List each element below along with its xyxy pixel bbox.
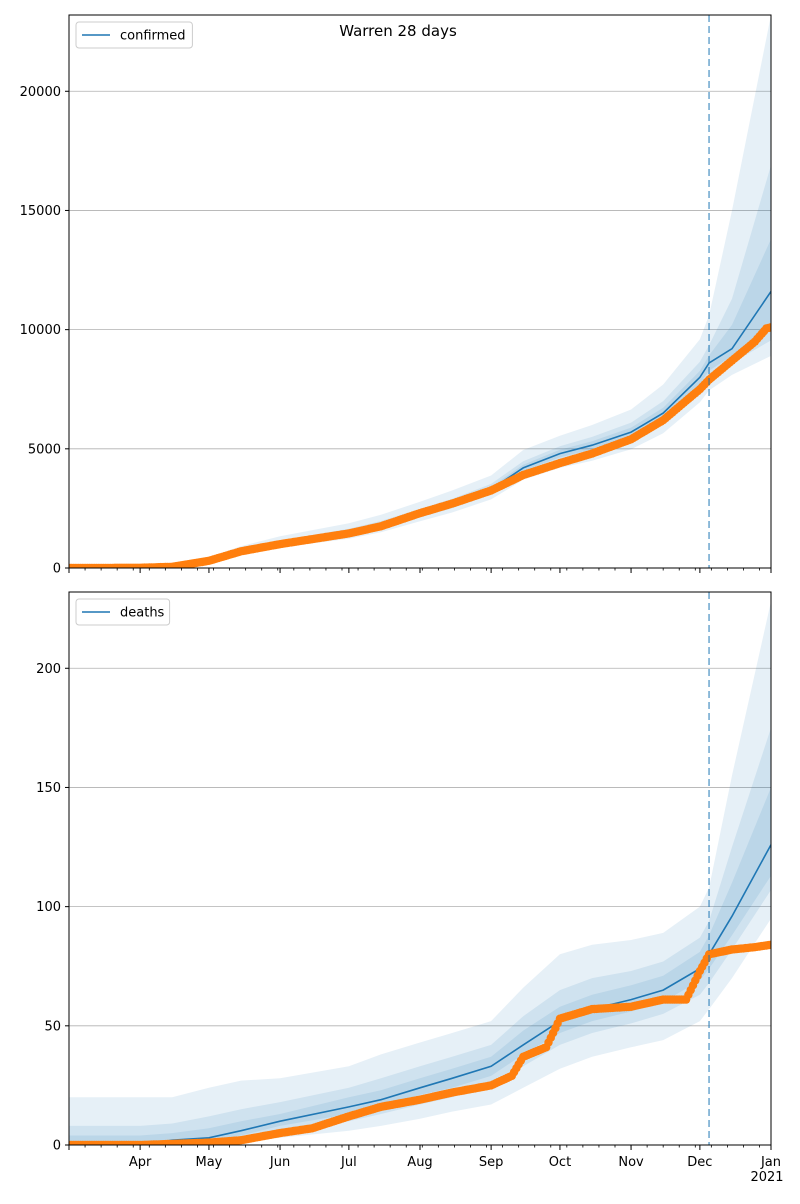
x-tick-label: Jul [340, 1155, 357, 1170]
observed-point [766, 323, 771, 332]
plot-area [69, 601, 771, 1145]
x-tick-label: Nov [618, 1155, 644, 1170]
confidence-band-outer [69, 15, 771, 568]
legend-box [75, 598, 171, 626]
x-tick-label: Aug [407, 1155, 432, 1170]
model-line [69, 844, 771, 1145]
x-tick-label: May [195, 1155, 222, 1170]
x-tick-label: Jun [269, 1155, 290, 1170]
x-tick-label: Apr [129, 1155, 152, 1170]
legend: deaths [75, 598, 171, 626]
x-tick-label: Sep [479, 1155, 504, 1170]
y-tick-label: 0 [53, 562, 61, 577]
y-tick-label: 100 [36, 900, 61, 915]
legend-box [75, 21, 193, 49]
y-tick-label: 50 [44, 1019, 61, 1034]
observed-point [766, 940, 771, 949]
chart-title: Warren 28 days [339, 22, 457, 40]
confidence-band-outer [69, 601, 771, 1145]
deaths-panel: 0 50 100 150 200 Apr May Jun Jul Aug Sep Oct Nov Dec J… [36, 591, 784, 1185]
y-tick-label: 15000 [20, 204, 61, 219]
y-tick-label: 0 [53, 1139, 61, 1154]
x-tick-label: Jan [760, 1155, 781, 1170]
y-tick-label: 5000 [28, 442, 61, 457]
y-tick-label: 10000 [20, 323, 61, 338]
x-tick-label: Dec [687, 1155, 712, 1170]
plot-area [69, 15, 771, 568]
y-tick-label: 20000 [20, 85, 61, 100]
legend-label: confirmed [120, 29, 186, 44]
x-tick-label: Oct [549, 1155, 571, 1170]
legend-label: deaths [120, 606, 165, 621]
confirmed-panel: 0 5000 10000 15000 20000 Warren 28 days confir… [20, 14, 772, 577]
y-tick-label: 150 [36, 781, 61, 796]
legend: confirmed [75, 21, 193, 49]
axes-frame [68, 14, 772, 569]
x-year-label: 2021 [750, 1170, 783, 1185]
y-tick-label: 200 [36, 662, 61, 677]
